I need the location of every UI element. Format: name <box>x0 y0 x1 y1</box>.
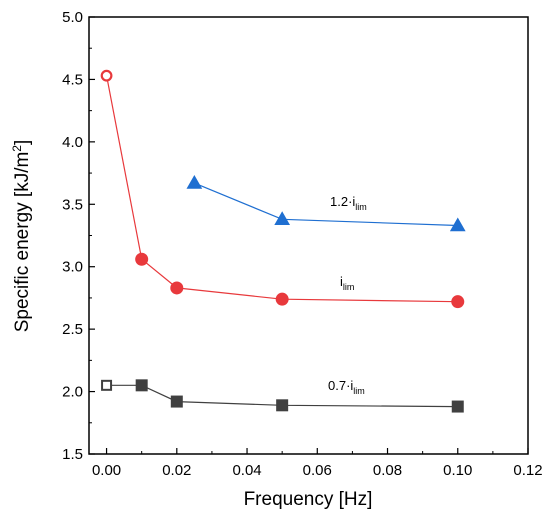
y-tick-label: 5.0 <box>62 9 83 26</box>
data-point <box>274 211 291 226</box>
data-point <box>276 399 289 412</box>
x-tick-label: 0.08 <box>373 462 402 479</box>
series-label-1-2-ilim: 1.2·ilim <box>330 194 367 212</box>
data-point <box>186 175 203 189</box>
series-label-0-7-ilim: 0.7·ilim <box>328 378 365 396</box>
series-line <box>194 182 458 227</box>
data-point <box>170 395 183 408</box>
data-point <box>135 252 149 266</box>
x-tick-label: 0.10 <box>443 462 472 479</box>
ticks-layer: 0.00 0.02 0.04 0.06 0.08 0.10 0.12 1.5 2.0 2.5 3.0… <box>62 9 542 479</box>
x-axis-label: Frequency [Hz] <box>244 489 373 510</box>
x-tick-label: 0.04 <box>232 462 261 479</box>
y-tick-label: 1.5 <box>62 446 83 463</box>
data-point <box>449 217 466 232</box>
y-tick-label: 4.0 <box>62 134 83 151</box>
y-tick-label: 3.5 <box>62 196 83 213</box>
x-tick-label: 0.06 <box>303 462 332 479</box>
plot-frame <box>88 16 529 455</box>
data-point <box>170 281 184 295</box>
x-tick-label: 0.02 <box>162 462 191 479</box>
data-point <box>451 400 464 413</box>
data-point <box>275 292 289 306</box>
data-point <box>101 379 113 391</box>
data-point <box>135 379 148 392</box>
y-axis-label: Specific energy [kJ/m2] <box>10 140 33 333</box>
data-point <box>451 295 465 309</box>
series-label-ilim: ilim <box>340 274 354 292</box>
x-tick-label: 0.12 <box>513 462 542 479</box>
y-tick-label: 3.0 <box>62 259 83 276</box>
data-point <box>100 69 113 82</box>
series-line <box>106 75 458 303</box>
series-layer <box>100 69 466 413</box>
y-tick-label: 2.5 <box>62 321 83 338</box>
y-tick-label: 2.0 <box>62 384 83 401</box>
y-tick-label: 4.5 <box>62 71 83 88</box>
x-tick-label: 0.00 <box>92 462 121 479</box>
